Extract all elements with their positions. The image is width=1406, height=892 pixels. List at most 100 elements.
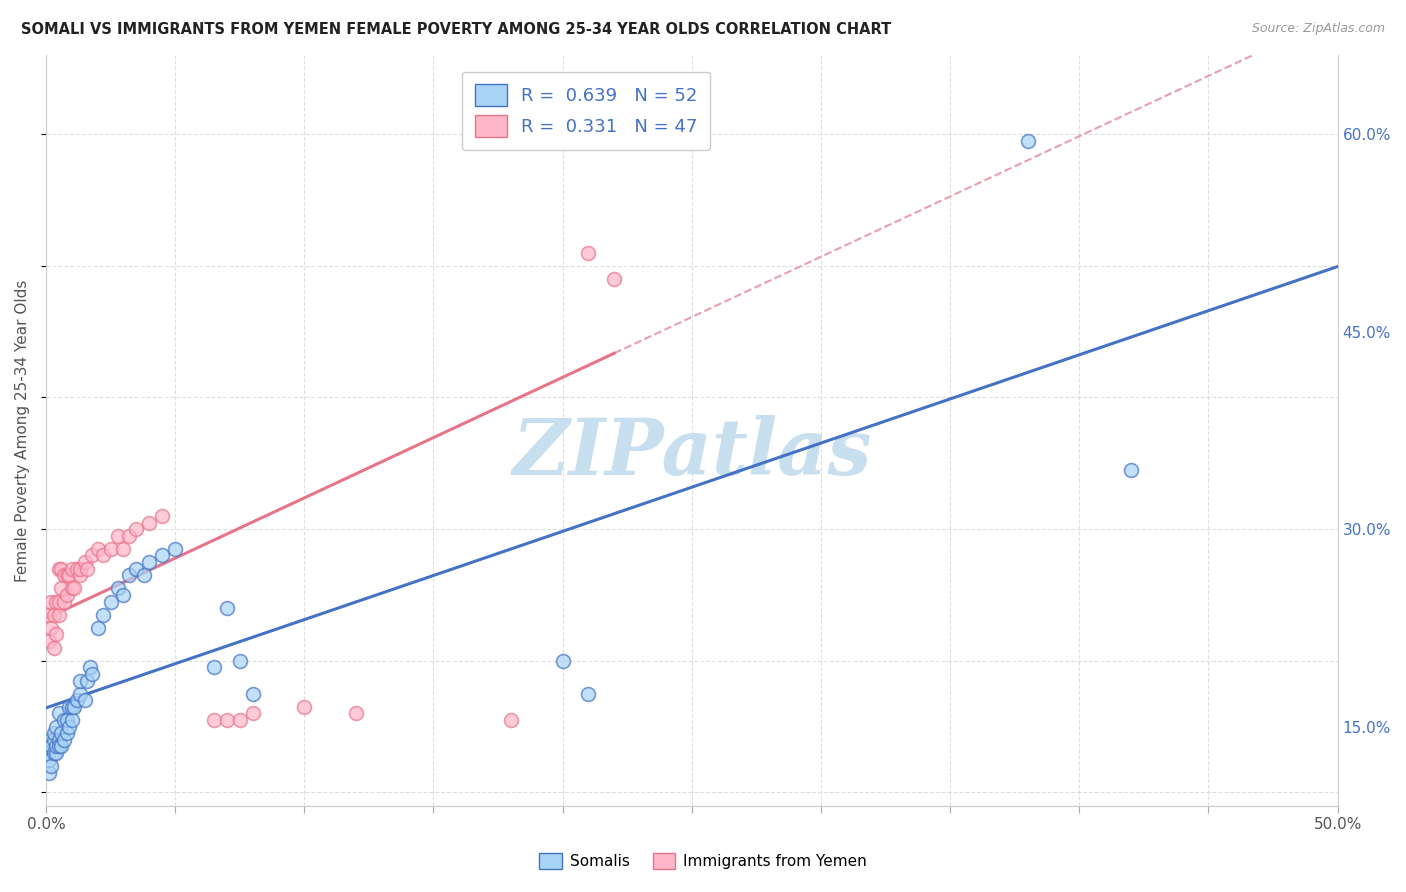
Point (39, 594, 62, 608)
Point (564, 134, 586, 148)
Point (45, 739, 67, 754)
Point (69, 687, 91, 701)
Point (603, 272, 626, 286)
Point (48, 706, 70, 721)
Point (134, 568, 156, 582)
Legend: R =  0.639   N = 52, R =  0.331   N = 47: R = 0.639 N = 52, R = 0.331 N = 47 (463, 71, 710, 150)
Point (499, 713, 522, 727)
Point (138, 555, 160, 569)
Point (63, 699, 86, 714)
Point (45, 746, 67, 760)
Point (63, 582, 86, 596)
Point (292, 699, 315, 714)
Point (60, 561, 83, 575)
Point (60, 699, 83, 714)
Point (242, 706, 264, 721)
Point (150, 549, 173, 563)
Point (202, 713, 225, 727)
Point (228, 654, 250, 668)
Point (86, 621, 108, 635)
Point (165, 541, 187, 556)
Point (39, 759, 62, 773)
Point (344, 706, 367, 721)
Point (228, 713, 250, 727)
Point (58, 699, 80, 714)
Point (45, 627, 67, 641)
Point (578, 245, 600, 260)
Point (48, 607, 70, 622)
Point (107, 529, 129, 543)
Point (69, 673, 91, 688)
Point (51, 561, 73, 575)
Point (628, 87, 651, 102)
Point (53, 568, 76, 582)
Point (51, 582, 73, 596)
Point (202, 660, 225, 674)
Point (82, 549, 104, 563)
Point (242, 687, 264, 701)
Point (48, 561, 70, 575)
Point (53, 713, 76, 727)
Point (91, 607, 114, 622)
Point (117, 568, 139, 582)
Point (138, 516, 160, 530)
Point (42, 726, 65, 740)
Point (125, 522, 148, 536)
Point (73, 555, 96, 569)
Point (76, 561, 98, 575)
Point (215, 713, 238, 727)
Point (55, 726, 77, 740)
Text: ZIPatlas: ZIPatlas (512, 415, 872, 491)
Point (51, 726, 73, 740)
Point (39, 621, 62, 635)
Y-axis label: Female Poverty Among 25-34 Year Olds: Female Poverty Among 25-34 Year Olds (15, 279, 30, 582)
Point (53, 732, 76, 747)
Point (60, 582, 83, 596)
Point (73, 693, 96, 707)
Point (125, 561, 148, 575)
Point (55, 713, 77, 727)
Point (150, 508, 173, 523)
Point (66, 561, 89, 575)
Legend: Somalis, Immigrants from Yemen: Somalis, Immigrants from Yemen (533, 847, 873, 875)
Point (578, 687, 600, 701)
Point (58, 568, 80, 582)
Point (82, 667, 104, 681)
Point (37, 746, 59, 760)
Point (53, 594, 76, 608)
Point (45, 720, 67, 734)
Point (117, 529, 139, 543)
Point (215, 601, 238, 615)
Point (107, 582, 129, 596)
Point (91, 549, 114, 563)
Point (48, 594, 70, 608)
Point (1017, 134, 1039, 148)
Point (42, 746, 65, 760)
Point (42, 640, 65, 655)
Point (38, 765, 60, 780)
Point (48, 732, 70, 747)
Point (48, 739, 70, 754)
Point (86, 541, 108, 556)
Point (100, 594, 122, 608)
Point (45, 594, 67, 608)
Point (38, 732, 60, 747)
Point (42, 732, 65, 747)
Point (60, 713, 83, 727)
Point (551, 654, 574, 668)
Point (58, 720, 80, 734)
Point (42, 607, 65, 622)
Point (38, 607, 60, 622)
Point (69, 561, 91, 575)
Point (112, 541, 135, 556)
Point (38, 634, 60, 648)
Point (76, 673, 98, 688)
Point (55, 588, 77, 602)
Text: Source: ZipAtlas.com: Source: ZipAtlas.com (1251, 22, 1385, 36)
Point (100, 541, 122, 556)
Text: SOMALI VS IMMIGRANTS FROM YEMEN FEMALE POVERTY AMONG 25-34 YEAR OLDS CORRELATION: SOMALI VS IMMIGRANTS FROM YEMEN FEMALE P… (21, 22, 891, 37)
Point (69, 568, 91, 582)
Point (112, 588, 135, 602)
Point (66, 693, 89, 707)
Point (55, 568, 77, 582)
